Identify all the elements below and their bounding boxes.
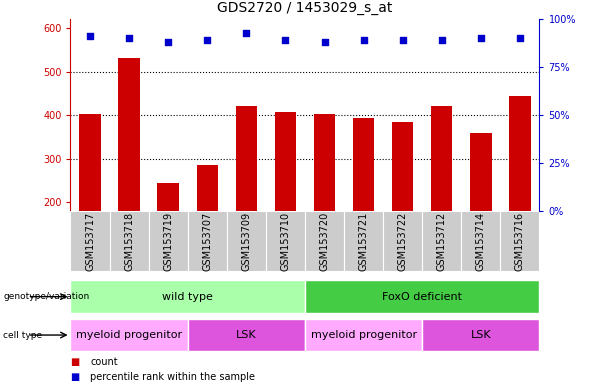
Bar — [470, 132, 492, 211]
Bar — [79, 114, 101, 211]
Point — [398, 37, 408, 43]
Text: cell type: cell type — [3, 331, 42, 339]
Text: GSM153707: GSM153707 — [202, 211, 212, 271]
Point — [202, 37, 212, 43]
Bar — [275, 112, 296, 211]
Bar — [197, 164, 218, 211]
Text: GSM153718: GSM153718 — [124, 212, 134, 270]
Text: percentile rank within the sample: percentile rank within the sample — [90, 372, 255, 382]
Point — [319, 39, 329, 45]
Bar — [305, 319, 422, 351]
Bar — [70, 280, 305, 313]
Text: genotype/variation: genotype/variation — [3, 292, 89, 301]
Text: GSM153717: GSM153717 — [85, 211, 95, 271]
Text: wild type: wild type — [162, 291, 213, 302]
Bar — [383, 211, 422, 271]
Text: LSK: LSK — [236, 330, 257, 340]
Bar — [314, 114, 335, 211]
Point — [124, 35, 134, 41]
Text: GSM153712: GSM153712 — [436, 211, 447, 271]
Bar — [266, 211, 305, 271]
Bar — [188, 319, 305, 351]
Bar — [462, 211, 500, 271]
Title: GDS2720 / 1453029_s_at: GDS2720 / 1453029_s_at — [217, 2, 393, 15]
Point — [85, 33, 95, 40]
Bar — [149, 211, 188, 271]
Bar — [431, 106, 452, 211]
Point — [359, 37, 368, 43]
Text: LSK: LSK — [471, 330, 491, 340]
Bar — [227, 211, 266, 271]
Bar — [422, 319, 539, 351]
Text: ■: ■ — [70, 372, 80, 382]
Bar — [500, 211, 539, 271]
Bar — [392, 122, 413, 211]
Point — [242, 30, 251, 36]
Text: GSM153710: GSM153710 — [280, 212, 291, 270]
Bar — [344, 211, 383, 271]
Text: GSM153720: GSM153720 — [319, 211, 330, 271]
Bar — [422, 211, 462, 271]
Text: FoxO deficient: FoxO deficient — [382, 291, 462, 302]
Bar — [70, 319, 188, 351]
Text: GSM153714: GSM153714 — [476, 212, 486, 270]
Text: count: count — [90, 357, 118, 367]
Text: GSM153716: GSM153716 — [515, 212, 525, 270]
Bar — [353, 118, 375, 211]
Point — [515, 35, 525, 41]
Bar — [305, 280, 539, 313]
Bar — [305, 211, 344, 271]
Text: myeloid progenitor: myeloid progenitor — [76, 330, 182, 340]
Text: GSM153721: GSM153721 — [359, 211, 368, 271]
Point — [281, 37, 291, 43]
Bar — [110, 211, 149, 271]
Text: GSM153719: GSM153719 — [163, 212, 173, 270]
Bar — [188, 211, 227, 271]
Point — [163, 39, 173, 45]
Bar — [118, 58, 140, 211]
Bar — [70, 211, 110, 271]
Text: GSM153709: GSM153709 — [242, 212, 251, 270]
Bar — [509, 96, 531, 211]
Point — [437, 37, 447, 43]
Bar — [158, 183, 179, 211]
Point — [476, 35, 485, 41]
Text: myeloid progenitor: myeloid progenitor — [311, 330, 417, 340]
Text: ■: ■ — [70, 357, 80, 367]
Bar — [235, 106, 257, 211]
Text: GSM153722: GSM153722 — [398, 211, 408, 271]
